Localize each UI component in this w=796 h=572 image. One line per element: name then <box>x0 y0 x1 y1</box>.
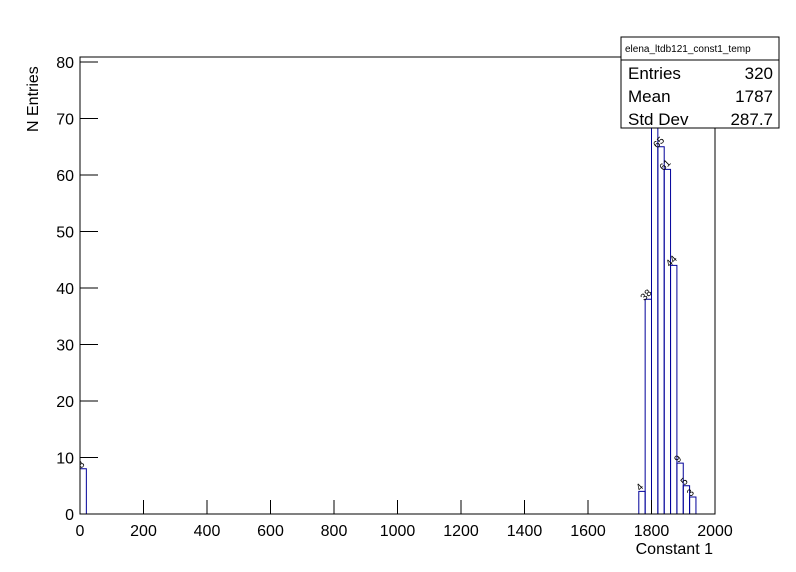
y-tick-label: 40 <box>56 281 74 298</box>
y-tick-label: 20 <box>56 394 74 411</box>
y-tick-label: 80 <box>56 55 74 72</box>
y-tick-label: 50 <box>56 225 74 242</box>
x-tick-label: 2000 <box>697 523 733 540</box>
x-tick-label: 1600 <box>570 523 606 540</box>
y-tick-label: 10 <box>56 451 74 468</box>
bar <box>80 468 87 514</box>
x-tick-label: 1400 <box>507 523 543 540</box>
stats-value: 1787 <box>735 87 773 106</box>
x-tick-label: 800 <box>321 523 348 540</box>
x-tick-label: 1800 <box>634 523 670 540</box>
data-label: 8 <box>76 459 88 471</box>
stats-label: Entries <box>628 64 681 83</box>
stats-value: 320 <box>745 64 773 83</box>
x-tick-label: 0 <box>76 523 85 540</box>
stats-frame <box>620 36 780 129</box>
stats-label: Std Dev <box>628 110 689 129</box>
y-axis-label: N Entries <box>25 66 42 132</box>
stats-label: Mean <box>628 87 671 106</box>
x-axis-label: Constant 1 <box>636 541 713 558</box>
x-tick-label: 1200 <box>443 523 479 540</box>
stats-title: elena_ltdb121_const1_temp <box>625 44 751 55</box>
bar <box>670 264 678 514</box>
x-tick-label: 600 <box>257 523 284 540</box>
y-tick-label: 70 <box>56 112 74 129</box>
bar <box>689 496 697 514</box>
y-tick-label: 0 <box>65 507 74 524</box>
x-tick-label: 200 <box>130 523 157 540</box>
y-tick-label: 60 <box>56 168 74 185</box>
stats-box: elena_ltdb121_const1_temp Entries 320 Mean 1… <box>620 36 780 129</box>
x-tick-label: 1000 <box>380 523 416 540</box>
y-tick-label: 30 <box>56 338 74 355</box>
x-tick-label: 400 <box>194 523 221 540</box>
stats-value: 287.7 <box>730 110 773 129</box>
